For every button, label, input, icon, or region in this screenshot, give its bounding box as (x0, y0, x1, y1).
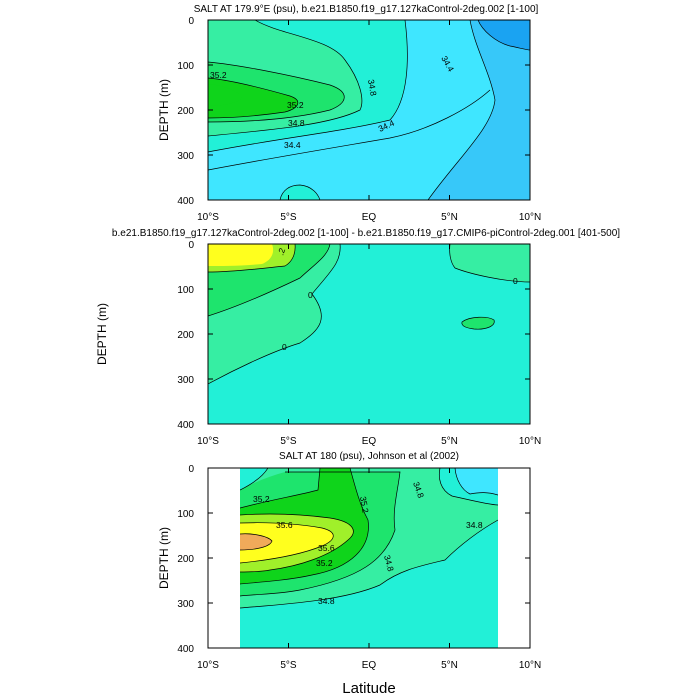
panel-2-contour-label: 0 (513, 276, 518, 286)
panel-2-y-tick-label: 0 (188, 240, 194, 251)
panel-2-y-tick-labels: 0 100 200 300 400 (177, 240, 194, 431)
panel-2-title: b.e21.B1850.f19_g17.127kaControl-2deg.00… (112, 228, 620, 239)
panel-3-x-tick-label: 10°S (197, 660, 219, 671)
panel-2-contour-label: 0 (308, 290, 313, 300)
panel-1-y-tick-labels: 0 100 200 300 400 (177, 16, 194, 207)
panel-2-contour-label: 0 (282, 342, 287, 352)
panel-3-x-tick-label: 10°N (519, 660, 541, 671)
panel-1-x-tick-label: EQ (362, 212, 377, 223)
panel-3-plot-area: 35.2 35.2 35.6 35.6 35.2 34.8 34.8 34.8 … (240, 468, 498, 648)
panel-3-y-tick-label: 0 (188, 464, 194, 475)
panel-3-title: SALT AT 180 (psu), Johnson et al (2002) (279, 451, 459, 462)
panel-3-y-tick-labels: 0 100 200 300 400 (177, 464, 194, 655)
panel-3-contour-fill-34-4 (455, 468, 498, 495)
panel-3-y-tick-label: 300 (177, 599, 194, 610)
panel-3-x-tick-label: EQ (362, 660, 377, 671)
panel-3-x-tick-label: 5°S (280, 660, 297, 671)
panel-3-tick-marks (207, 467, 531, 649)
panel-1-title: SALT AT 179.9°E (psu), b.e21.B1850.f19_g… (194, 4, 539, 15)
panel-2-x-tick-label: 10°S (197, 436, 219, 447)
panel-1-contour-fill-35-2 (208, 78, 298, 118)
panel-3-contour-labels: 35.2 35.2 35.6 35.6 35.2 34.8 34.8 34.8 … (253, 480, 483, 606)
panel-3-contour-label: 35.2 (253, 494, 270, 504)
panel-3-y-axis-label: DEPTH (m) (157, 527, 171, 589)
panel-1-y-tick-label: 400 (177, 196, 194, 207)
panel-3-contour-label: 35.6 (318, 543, 335, 553)
panel-1-x-tick-label: 5°N (441, 212, 458, 223)
panel-2-y-tick-label: 300 (177, 375, 194, 386)
panel-2-x-tick-label: 10°N (519, 436, 541, 447)
panel-1-x-tick-label: 10°S (197, 212, 219, 223)
panel-1-contour-label: 35.2 (210, 70, 227, 80)
panel-1-contour-fill-34-0 (478, 20, 530, 50)
panel-2-contour-lines (208, 244, 530, 385)
panel-2-contour-fill-0-3 (208, 244, 274, 266)
panel-3-y-tick-label: 400 (177, 644, 194, 655)
panel-3-x-tick-label: 5°N (441, 660, 458, 671)
panel-1-contour-lines (208, 20, 530, 200)
panel-3-contour-label: 34.8 (318, 596, 335, 606)
panel-1-y-tick-label: 200 (177, 106, 194, 117)
panel-2-y-tick-label: 100 (177, 285, 194, 296)
panel-1-y-tick-label: 0 (188, 16, 194, 27)
panel-2-y-axis-label: DEPTH (m) (95, 303, 109, 365)
panel-1-contour-label: 34.8 (288, 118, 305, 128)
panel-1-contour-fill-35-4 (208, 84, 242, 106)
panel-3-contour-label: 34.8 (466, 520, 483, 530)
panel-2-x-tick-label: 5°N (441, 436, 458, 447)
panel-1-contour-labels: 35.2 35.2 34.8 34.8 34.4 34.4 34.4 (210, 54, 456, 150)
panel-1-y-tick-label: 300 (177, 151, 194, 162)
panel-2: b.e21.B1850.f19_g17.127kaControl-2deg.00… (95, 228, 620, 447)
panel-3-contour-lines (240, 468, 498, 609)
panel-1: SALT AT 179.9°E (psu), b.e21.B1850.f19_g… (157, 4, 541, 223)
panel-1-contour-label: 34.4 (284, 140, 301, 150)
panel-2-y-tick-label: 200 (177, 330, 194, 341)
panel-2-x-tick-label: EQ (362, 436, 377, 447)
panel-1-x-tick-label: 5°S (280, 212, 297, 223)
panel-2-y-tick-label: 400 (177, 420, 194, 431)
x-axis-label: Latitude (342, 680, 395, 697)
panel-2-contour-label: .2 (275, 246, 287, 256)
panel-2-contour-labels: .2 0 0 0 (275, 246, 518, 352)
panel-3-contour-label: 35.2 (358, 496, 371, 514)
panel-2-plot-area: .2 0 0 0 (208, 244, 530, 424)
panel-1-plot-area: 35.2 35.2 34.8 34.8 34.4 34.4 34.4 (208, 20, 530, 200)
panel-2-tick-marks (207, 243, 531, 425)
panel-2-x-tick-label: 5°S (280, 436, 297, 447)
panel-3-contour-label: 35.6 (276, 520, 293, 530)
panel-3-contour-fill-35-6 (240, 522, 334, 563)
panel-3-contour-label: 34.8 (382, 554, 396, 573)
panel-2-contour-fill-0-1b (461, 317, 495, 330)
panel-1-y-tick-label: 100 (177, 61, 194, 72)
panel-1-x-tick-labels: 10°S 5°S EQ 5°N 10°N (197, 212, 541, 223)
panel-3: SALT AT 180 (psu), Johnson et al (2002) (157, 451, 541, 697)
panel-1-contour-fill-34-6b (280, 185, 320, 200)
panel-3-y-tick-label: 100 (177, 509, 194, 520)
panel-3-contour-label: 35.2 (316, 558, 333, 568)
panel-2-x-tick-labels: 10°S 5°S EQ 5°N 10°N (197, 436, 541, 447)
panel-1-x-tick-label: 10°N (519, 212, 541, 223)
panel-3-x-tick-labels: 10°S 5°S EQ 5°N 10°N (197, 660, 541, 671)
panel-3-y-tick-label: 200 (177, 554, 194, 565)
panel-1-contour-label: 34.8 (366, 79, 379, 97)
panel-1-tick-marks (207, 19, 531, 201)
panel-1-contour-fill-34-2 (428, 20, 530, 200)
panel-1-y-axis-label: DEPTH (m) (157, 79, 171, 141)
panel-1-contour-label: 35.2 (287, 100, 304, 110)
panel-3-contour-fill-35-8 (240, 533, 272, 550)
